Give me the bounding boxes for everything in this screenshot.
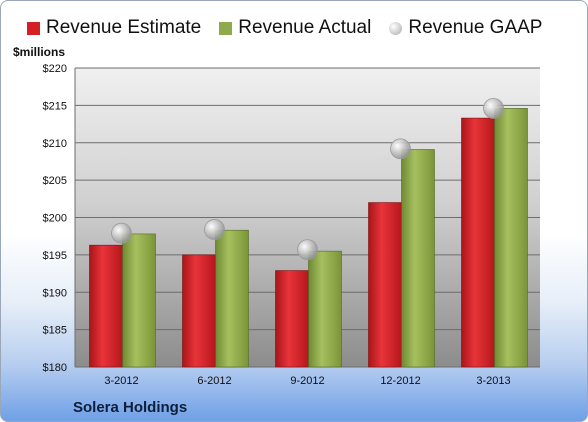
y-axis-unit-label: $millions (13, 45, 66, 59)
bar-revenue-estimate (275, 270, 309, 368)
x-tick-label: 12-2012 (380, 375, 420, 387)
x-tick-label: 3-2013 (476, 375, 510, 387)
legend-label-gaap: Revenue GAAP (408, 17, 543, 38)
legend-item-estimate: Revenue Estimate (27, 17, 201, 39)
marker-revenue-gaap (297, 239, 318, 261)
y-tick-label: $220 (43, 63, 67, 75)
y-tick-label: $190 (43, 287, 67, 299)
y-tick-label: $180 (43, 362, 67, 374)
legend: Revenue Estimate Revenue Actual Revenue … (27, 17, 542, 39)
y-tick-label: $195 (43, 250, 67, 262)
company-name: Solera Holdings (73, 399, 188, 416)
bar-revenue-actual (308, 250, 342, 368)
x-tick-label: 9-2012 (290, 375, 324, 387)
y-tick-label: $185 (43, 325, 67, 337)
marker-revenue-gaap (483, 97, 504, 119)
bar-revenue-actual (215, 229, 249, 368)
y-tick-label: $200 (43, 213, 67, 225)
legend-item-actual: Revenue Actual (219, 17, 371, 39)
y-tick-label: $215 (43, 100, 67, 112)
legend-swatch-actual (219, 21, 233, 35)
bar-revenue-actual (401, 149, 435, 368)
bar-revenue-estimate (89, 244, 123, 368)
marker-revenue-gaap (111, 222, 132, 244)
y-tick-label: $205 (43, 175, 67, 187)
x-tick-label: 3-2012 (104, 375, 138, 387)
marker-revenue-gaap (390, 138, 411, 160)
gaap-markers (111, 97, 504, 261)
marker-revenue-gaap (204, 219, 225, 240)
bar-revenue-estimate (461, 117, 495, 368)
x-axis-ticks: 3-2012 6-2012 9-2012 12-2012 3-2013 (104, 375, 510, 387)
bar-revenue-estimate (368, 202, 402, 368)
legend-label-estimate: Revenue Estimate (46, 17, 202, 38)
y-axis-ticks: $180 $185 $190 $195 $200 $205 $210 $215 $220 (43, 63, 67, 374)
y-tick-label: $210 (43, 138, 67, 150)
bar-revenue-actual (122, 233, 156, 368)
legend-item-gaap: Revenue GAAP (389, 17, 542, 39)
legend-label-actual: Revenue Actual (238, 17, 372, 38)
bar-revenue-actual (494, 108, 528, 368)
bar-revenue-estimate (182, 254, 216, 368)
legend-swatch-gaap (389, 21, 403, 35)
x-tick-label: 6-2012 (197, 375, 231, 387)
bars (89, 108, 528, 368)
legend-swatch-estimate (27, 21, 40, 35)
